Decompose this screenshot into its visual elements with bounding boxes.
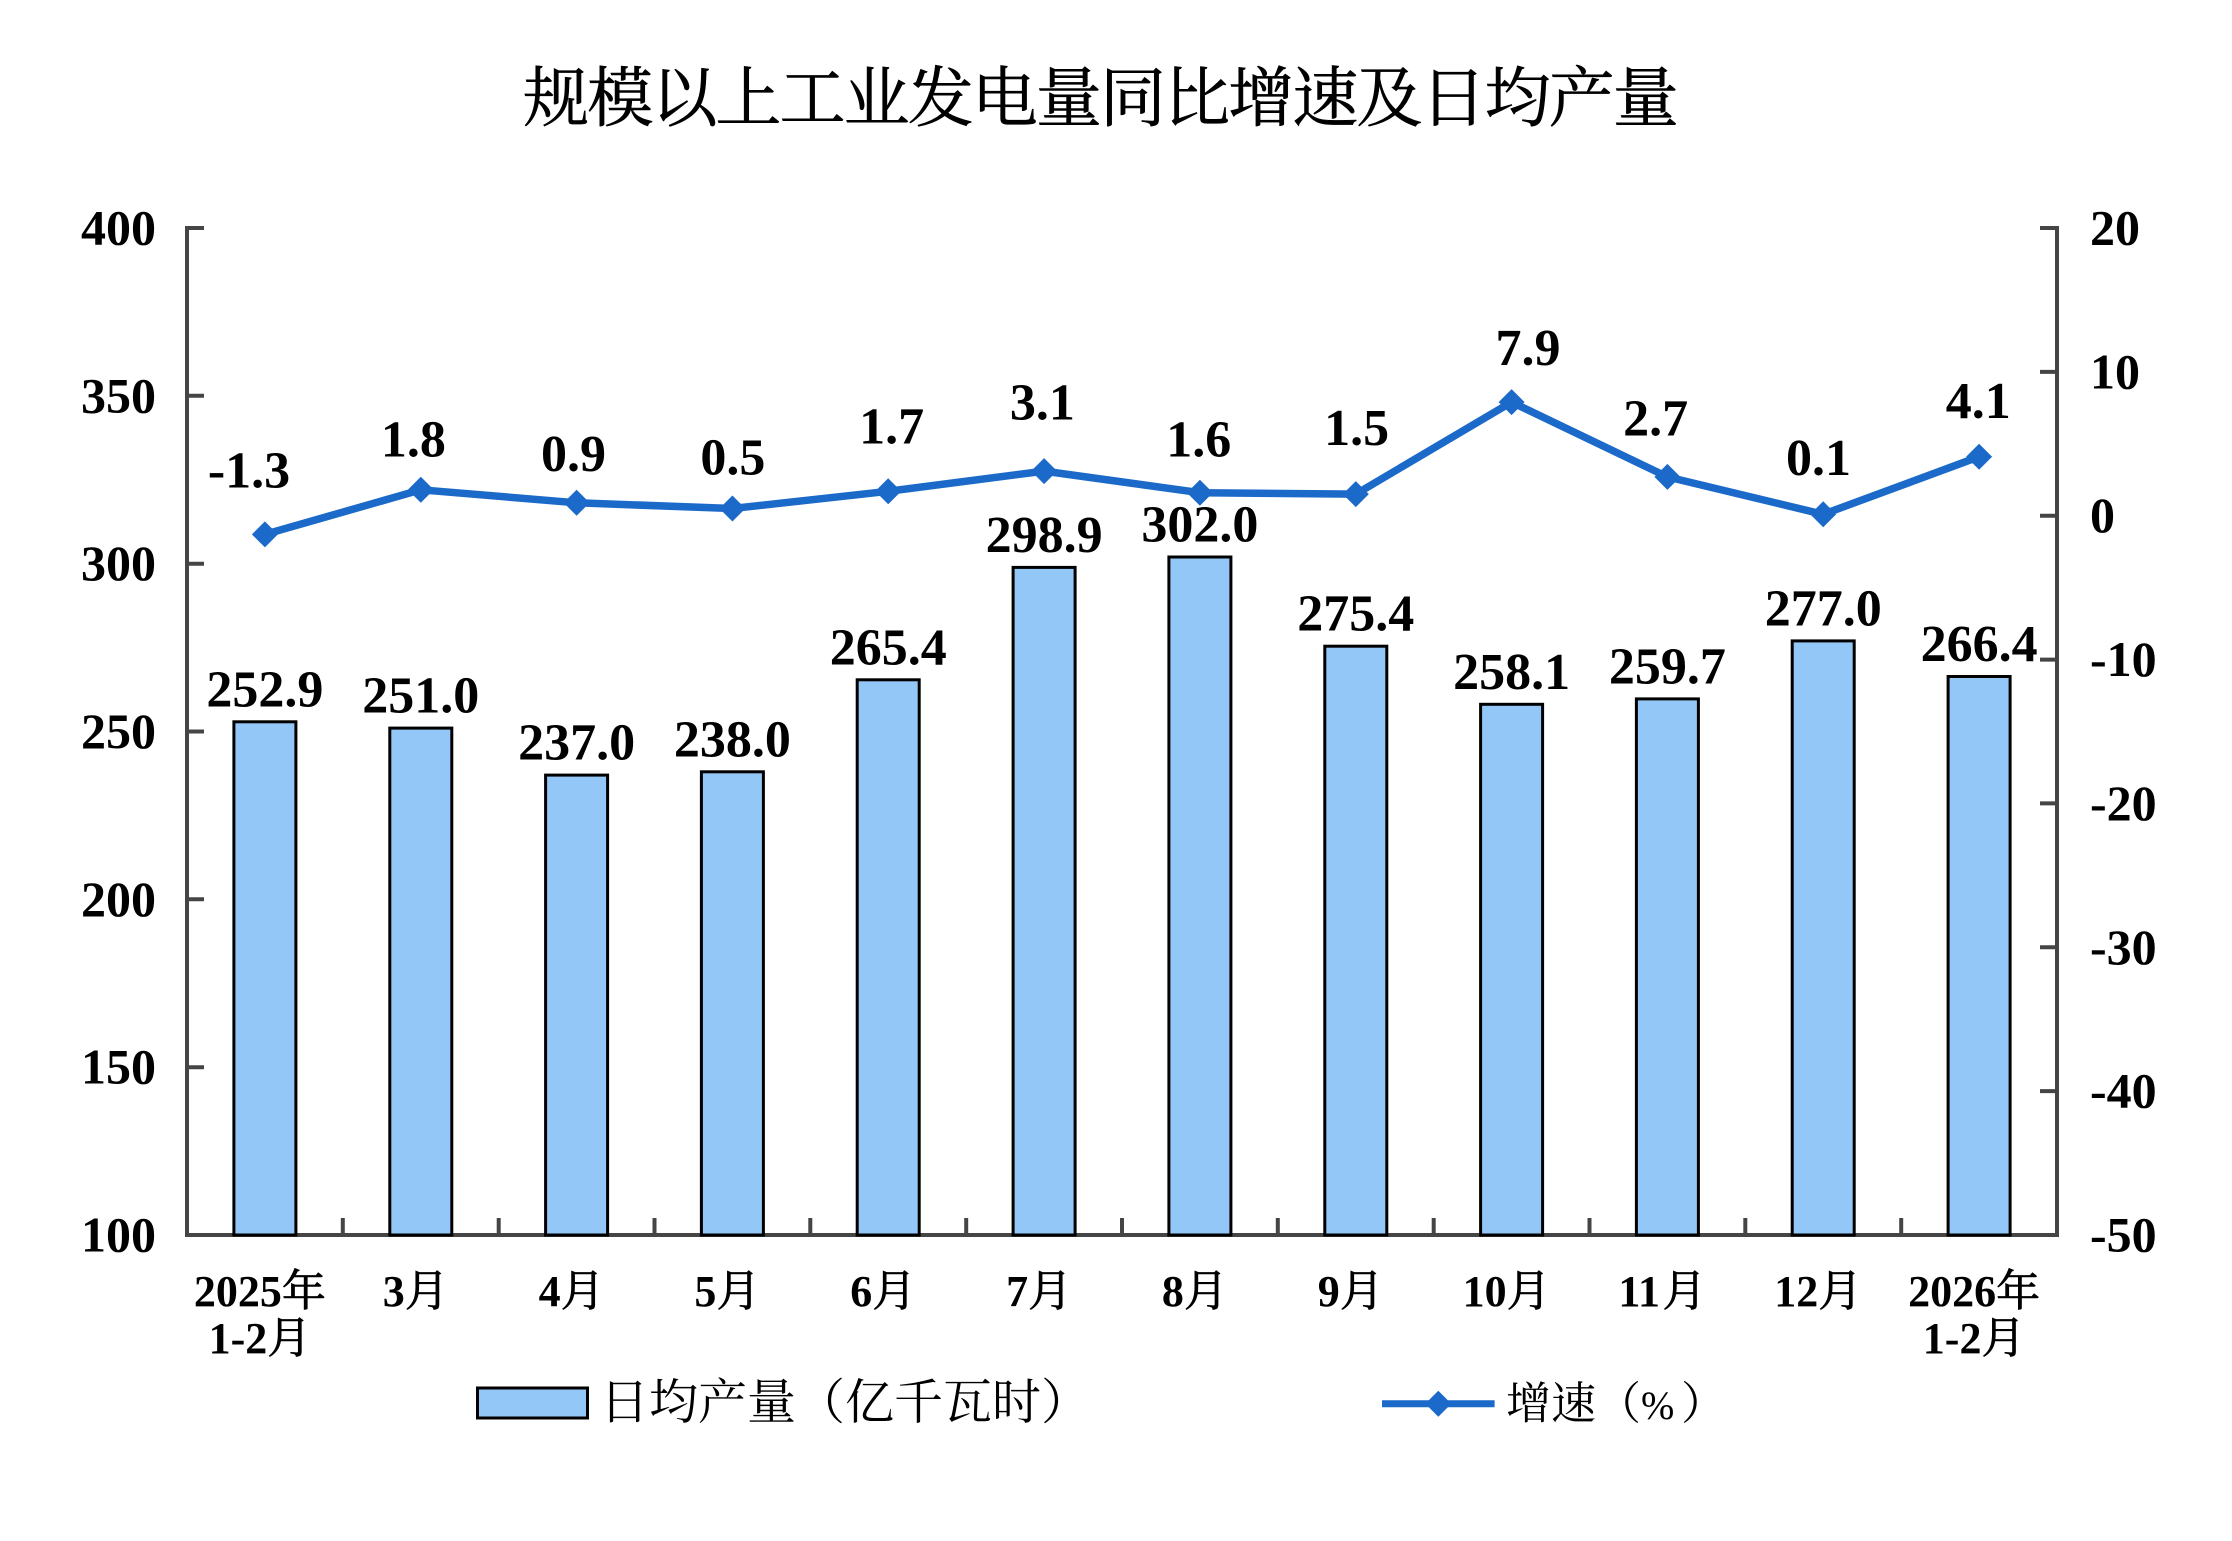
svg-text:6: 6 xyxy=(850,1267,872,1316)
svg-text:10: 10 xyxy=(1463,1267,1507,1316)
svg-text:2.7: 2.7 xyxy=(1623,391,1688,448)
svg-text:250: 250 xyxy=(81,703,156,759)
svg-text:2026: 2026 xyxy=(1908,1267,1996,1316)
svg-text:1.7: 1.7 xyxy=(859,398,924,455)
svg-text:275.4: 275.4 xyxy=(1297,586,1414,643)
svg-text:0.1: 0.1 xyxy=(1786,430,1851,487)
svg-text:4.1: 4.1 xyxy=(1946,373,2011,430)
svg-text:9: 9 xyxy=(1318,1267,1340,1316)
svg-text:0.9: 0.9 xyxy=(541,426,606,483)
svg-text:-1.3: -1.3 xyxy=(208,443,290,500)
svg-text:251.0: 251.0 xyxy=(362,668,479,725)
svg-text:259.7: 259.7 xyxy=(1609,638,1726,695)
svg-text:-10: -10 xyxy=(2090,631,2157,687)
svg-text:3: 3 xyxy=(383,1267,405,1316)
svg-text:400: 400 xyxy=(81,200,156,256)
svg-text:302.0: 302.0 xyxy=(1141,497,1258,554)
svg-text:10: 10 xyxy=(2090,343,2140,399)
svg-text:4: 4 xyxy=(539,1267,561,1316)
svg-text:-30: -30 xyxy=(2090,919,2157,975)
svg-text:300: 300 xyxy=(81,535,156,591)
svg-text:-40: -40 xyxy=(2090,1063,2157,1119)
svg-text:258.1: 258.1 xyxy=(1453,644,1570,701)
svg-text:11: 11 xyxy=(1618,1267,1660,1316)
svg-text:2025: 2025 xyxy=(194,1267,282,1316)
svg-text:237.0: 237.0 xyxy=(518,715,635,772)
svg-text:0.5: 0.5 xyxy=(700,430,765,487)
svg-text:265.4: 265.4 xyxy=(830,619,947,676)
svg-text:1-2: 1-2 xyxy=(1923,1314,1982,1363)
svg-text:20: 20 xyxy=(2090,200,2140,256)
svg-text:5: 5 xyxy=(694,1267,716,1316)
svg-text:-20: -20 xyxy=(2090,775,2157,831)
svg-text:-50: -50 xyxy=(2090,1207,2157,1263)
svg-text:1.5: 1.5 xyxy=(1324,400,1389,457)
svg-text:100: 100 xyxy=(81,1207,156,1263)
svg-text:%: % xyxy=(1641,1383,1674,1428)
svg-text:252.9: 252.9 xyxy=(206,661,323,718)
svg-text:350: 350 xyxy=(81,367,156,423)
svg-text:8: 8 xyxy=(1162,1267,1184,1316)
svg-text:7.9: 7.9 xyxy=(1496,320,1561,377)
svg-text:1.8: 1.8 xyxy=(381,412,446,469)
svg-text:200: 200 xyxy=(81,871,156,927)
svg-text:1-2: 1-2 xyxy=(209,1314,268,1363)
svg-text:12: 12 xyxy=(1774,1267,1818,1316)
svg-text:0: 0 xyxy=(2090,487,2115,543)
svg-text:298.9: 298.9 xyxy=(986,507,1103,564)
svg-text:266.4: 266.4 xyxy=(1921,616,2038,673)
svg-text:238.0: 238.0 xyxy=(674,711,791,768)
svg-text:277.0: 277.0 xyxy=(1765,580,1882,637)
svg-text:3.1: 3.1 xyxy=(1010,375,1075,432)
svg-text:1.6: 1.6 xyxy=(1166,412,1231,469)
svg-text:150: 150 xyxy=(81,1039,156,1095)
svg-text:7: 7 xyxy=(1006,1267,1028,1316)
